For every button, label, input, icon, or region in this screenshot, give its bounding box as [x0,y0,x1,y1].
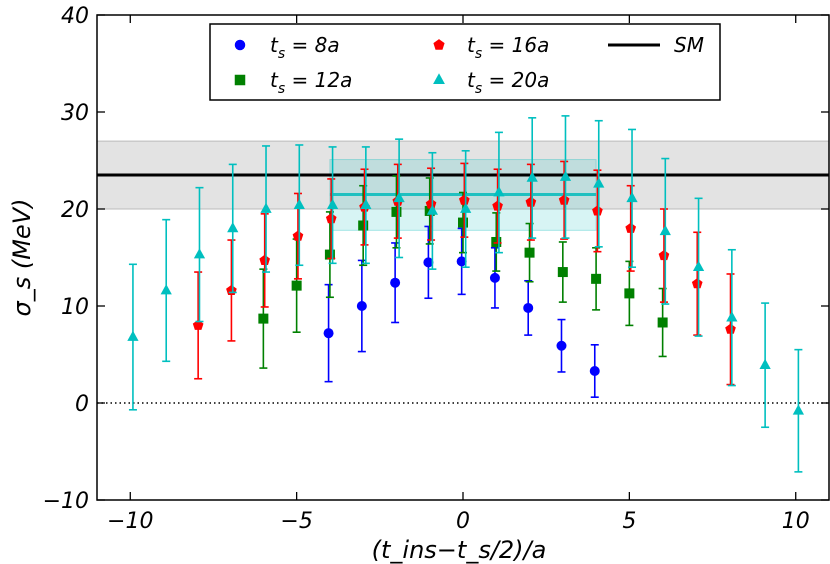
data-point [592,205,603,216]
y-tick-label: 0 [75,392,89,417]
data-point [726,311,738,322]
data-point [526,171,538,182]
x-tick-label: −5 [280,509,312,534]
legend-marker-circle [234,39,246,51]
data-point [193,248,206,259]
legend-marker-square [234,74,246,86]
data-point [458,217,468,228]
legend-label-circle: ts = 8a [270,33,340,62]
legend-item-square: ts = 12a [234,68,352,97]
data-point [792,404,805,415]
data-point [293,198,305,209]
data-point [425,198,437,209]
data-point [523,302,534,313]
series-square [258,175,668,369]
data-point [226,284,237,296]
data-point [358,220,369,231]
data-point [259,254,271,265]
y-tick-label: −10 [43,489,89,514]
legend-label-pentagon: ts = 16a [467,33,549,62]
data-point [258,313,269,324]
data-point [459,194,470,205]
legend-label-sm: SM [674,33,704,57]
data-point [524,247,535,258]
data-point [624,288,635,299]
data-point [691,278,703,289]
x-tick-label: 10 [782,509,810,534]
data-point [390,277,401,288]
legend-marker-pentagon [433,39,445,50]
series-layer [127,115,805,473]
data-point [489,272,500,283]
data-point [692,260,705,272]
data-point [324,249,335,260]
data-point [160,284,172,295]
data-point [423,257,434,268]
data-point [326,198,339,209]
data-point [356,301,367,311]
data-point [360,198,372,209]
data-point [625,222,637,233]
legend-item-pentagon: ts = 16a [433,33,549,62]
data-point [626,191,638,203]
data-point [492,200,503,211]
data-point [393,191,405,203]
y-tick-label: 30 [61,101,89,126]
series-circle [323,225,600,398]
data-point [591,273,602,284]
legend-item-circle: ts = 8a [234,33,340,62]
x-tick-label: 5 [622,509,636,534]
y-tick-label: 40 [61,4,89,29]
data-point [657,317,668,328]
data-point [725,323,736,334]
data-point [556,340,567,351]
data-point [491,236,502,247]
data-point [426,204,439,215]
data-point [589,365,600,376]
data-point [593,177,605,188]
data-point [260,202,272,213]
x-tick-label: 0 [456,509,470,534]
y-tick-label: 20 [61,198,89,223]
legend-box [209,23,721,101]
x-axis-title: (t_ins−t_s/2)/a [372,536,547,564]
data-point [127,330,139,341]
legend-item-triangle: ts = 20a [433,68,549,97]
y-axis-title: σ_s (MeV) [8,199,36,317]
data-point [557,267,568,278]
data-point [493,186,505,197]
data-point [323,328,334,339]
legend-label-square: ts = 12a [270,68,352,97]
data-point [659,224,671,236]
data-point [227,222,239,233]
ticks-layer [97,14,829,501]
data-point [292,230,304,241]
data-point [460,202,472,213]
data-point [558,194,570,205]
data-point [325,213,337,224]
y-tick-label: 10 [61,295,89,320]
data-point [559,170,572,181]
x-tick-label: −10 [107,509,153,534]
data-point [759,358,771,370]
legend-item-sm: SM [608,33,704,57]
legend-marker-triangle [433,73,445,85]
series-triangle [127,115,805,473]
tick-labels-layer: −10 −5 0 5 10 −10 0 10 20 30 40 [43,4,810,534]
data-point [658,249,670,261]
data-point [391,206,402,217]
data-point [525,196,537,207]
legend-label-triangle: ts = 20a [467,68,549,97]
data-point [192,319,204,330]
data-point [291,280,302,291]
legend: ts = 8a ts = 12a ts = 16a ts = 20a SM [209,23,721,101]
data-point [456,256,467,267]
